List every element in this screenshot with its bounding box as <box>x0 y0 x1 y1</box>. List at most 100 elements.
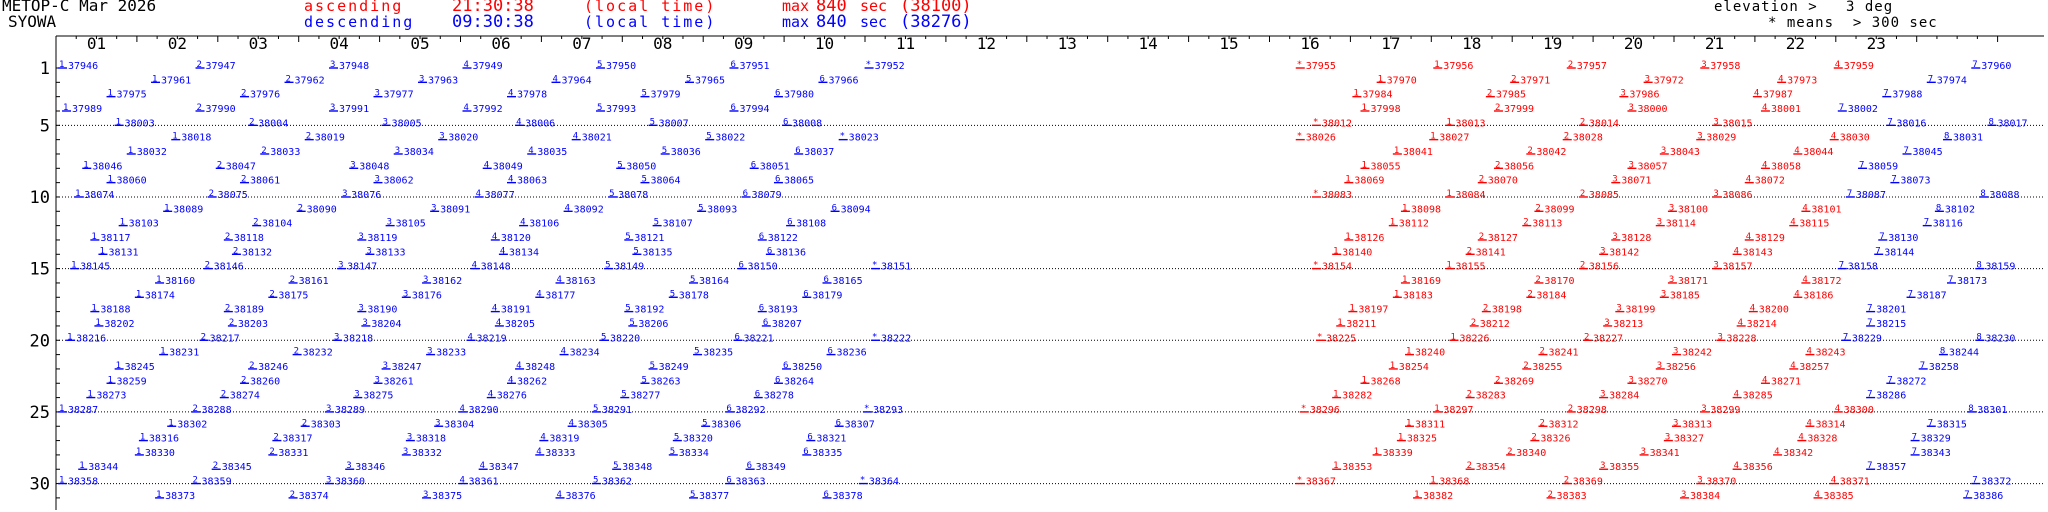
descending-pass-number: 5 <box>605 261 610 271</box>
x-tick-label: 13 <box>1058 34 1077 53</box>
descending-pass-number: 4 <box>476 189 481 199</box>
ascending-pass-orbit-label: 38115 <box>1799 219 1829 230</box>
descending-pass-orbit-label: 38031 <box>1953 133 1983 144</box>
descending-pass-orbit-label: 38131 <box>108 247 138 258</box>
descending-pass-orbit-label: 38008 <box>792 118 822 129</box>
ascending-pass-orbit-label: 38143 <box>1743 247 1773 258</box>
descending-pass-number: 7 <box>1904 146 1909 156</box>
descending-pass-number: 5 <box>686 74 691 84</box>
descending-pass-number: 1 <box>116 117 121 127</box>
ascending-pass-number: 4 <box>1835 60 1840 70</box>
descending-pass-number: 6 <box>739 261 744 271</box>
descending-pass-orbit-label: 38132 <box>242 247 272 258</box>
descending-pass-orbit-label: 38003 <box>125 118 155 129</box>
descending-pass-orbit-label: 37949 <box>473 61 503 72</box>
ascending-pass-orbit-label: 38157 <box>1722 262 1752 273</box>
descending-pass-orbit-label: 38219 <box>477 333 507 344</box>
descending-pass-orbit-label: 38174 <box>145 290 175 301</box>
x-tick-label: 15 <box>1219 34 1238 53</box>
descending-pass-number: 5 <box>633 246 638 256</box>
ascending-pass-number: 4 <box>1835 404 1840 414</box>
descending-pass-orbit-label: 38304 <box>444 419 474 430</box>
descending-pass-orbit-label: 38345 <box>222 462 252 473</box>
ascending-pass-orbit-label: 38001 <box>1771 104 1801 115</box>
descending-pass-number: 2 <box>192 404 197 414</box>
descending-pass-orbit-label: 38177 <box>545 290 575 301</box>
descending-pass-number: 1 <box>99 246 104 256</box>
descending-pass-orbit-label: 38329 <box>1921 434 1951 445</box>
descending-pass-number: 1 <box>168 418 173 428</box>
ascending-pass-orbit-label: 38083 <box>1322 190 1352 201</box>
descending-pass-orbit-label: 37978 <box>517 90 547 101</box>
descending-pass-orbit-label: 38117 <box>100 233 130 244</box>
descending-pass-number: 3 <box>387 218 392 228</box>
descending-pass-orbit-label: 38175 <box>278 290 308 301</box>
descending-pass-orbit-label: 38173 <box>1957 276 1987 287</box>
descending-pass-number: 1 <box>108 375 113 385</box>
ascending-pass-number: 3 <box>1600 461 1605 471</box>
ascending-pass-orbit-label: 38270 <box>1637 376 1667 387</box>
descending-pass-number: 3 <box>403 289 408 299</box>
y-tick-label: 30 <box>30 475 50 495</box>
descending-pass-orbit-label: 38377 <box>699 491 729 502</box>
ascending-pass-number: 3 <box>1620 89 1625 99</box>
descending-pass-number: 3 <box>362 318 367 328</box>
ascending-pass-number: 1 <box>1345 175 1350 185</box>
ascending-label: ascending <box>304 0 403 15</box>
ascending-pass-number: 4 <box>1794 146 1799 156</box>
descending-pass-orbit-label: 37989 <box>72 104 102 115</box>
ascending-pass-orbit-label: 38212 <box>1480 319 1510 330</box>
descending-pass-number: 5 <box>698 203 703 213</box>
descending-pass-number: 6 <box>755 390 760 400</box>
ascending-pass-number: 2 <box>1495 375 1500 385</box>
ascending-pass-orbit-label: 38141 <box>1476 247 1506 258</box>
ascending-pass-orbit-label: 38171 <box>1678 276 1708 287</box>
ascending-pass-number: 4 <box>1794 289 1799 299</box>
descending-pass-number: 3 <box>427 347 432 357</box>
descending-pass-number: 5 <box>650 361 655 371</box>
descending-pass-orbit-label: 38249 <box>659 362 689 373</box>
ascending-pass-number: 4 <box>1790 218 1795 228</box>
descending-pass-number: 2 <box>217 160 222 170</box>
descending-pass-number: 6 <box>747 461 752 471</box>
ascending-pass-orbit-label: 38170 <box>1544 276 1574 287</box>
descending-pass-number: 2 <box>213 461 218 471</box>
ascending-pass-number: * <box>1313 261 1318 271</box>
ascending-pass-orbit-label: 38183 <box>1403 290 1433 301</box>
descending-pass-number: 4 <box>459 404 464 414</box>
descending-pass-number: 5 <box>641 89 646 99</box>
y-tick-label: 25 <box>30 403 50 423</box>
ascending-pass-number: 3 <box>1713 261 1718 271</box>
ascending-pass-orbit-label: 38228 <box>1726 333 1756 344</box>
descending-pass-number: 1 <box>164 203 169 213</box>
descending-max-orbit: (38276) <box>900 12 972 32</box>
descending-pass-number: 5 <box>641 175 646 185</box>
descending-pass-orbit-label: 37960 <box>1981 61 2011 72</box>
ascending-pass-orbit-label: 38326 <box>1540 434 1570 445</box>
descending-pass-number: 8 <box>1988 117 1993 127</box>
descending-pass-number: 1 <box>87 390 92 400</box>
ascending-pass-number: * <box>1317 332 1322 342</box>
ascending-max-orbit: (38100) <box>900 0 972 16</box>
descending-pass-number: 4 <box>480 461 485 471</box>
descending-time: 09:30:38 <box>452 12 534 32</box>
descending-pass-number: 7 <box>1887 375 1892 385</box>
descending-pass-number: 3 <box>326 476 331 486</box>
ascending-pass-orbit-label: 37987 <box>1763 90 1793 101</box>
descending-pass-orbit-label: 38004 <box>258 118 288 129</box>
descending-pass-number: 4 <box>536 289 541 299</box>
descending-pass-number: 2 <box>241 375 246 385</box>
ascending-pass-orbit-label: 38371 <box>1840 477 1870 488</box>
descending-pass-number: 1 <box>59 404 64 414</box>
descending-pass-number: 6 <box>759 304 764 314</box>
ascending-pass-number: 1 <box>1446 189 1451 199</box>
descending-pass-orbit-label: 38160 <box>165 276 195 287</box>
descending-pass-number: 1 <box>156 275 161 285</box>
descending-pass-orbit-label: 38258 <box>1929 362 1959 373</box>
descending-pass-number: 3 <box>375 375 380 385</box>
ascending-pass-orbit-label: 38240 <box>1415 348 1445 359</box>
ascending-pass-number: 3 <box>1641 447 1646 457</box>
descending-pass-number: 5 <box>690 490 695 500</box>
descending-pass-orbit-label: 38305 <box>578 419 608 430</box>
descending-pass-number: 6 <box>836 418 841 428</box>
